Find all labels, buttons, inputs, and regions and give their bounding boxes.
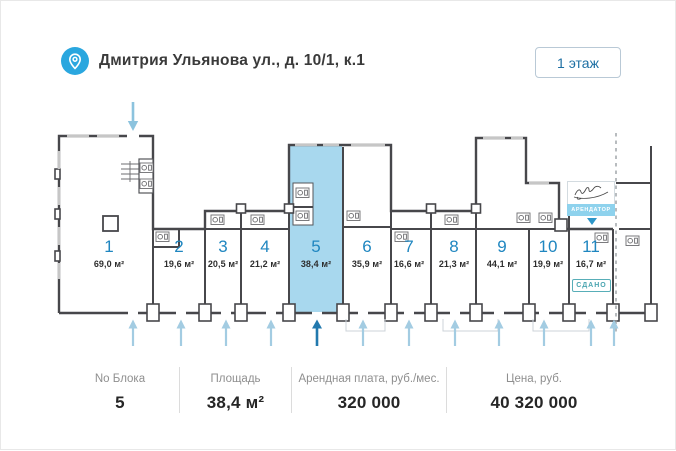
unit-6[interactable]: 6 35,9 м² xyxy=(351,237,383,269)
column xyxy=(102,215,119,232)
entrance-arrows-up xyxy=(128,319,619,346)
tenant-logo xyxy=(567,181,615,204)
header: Дмитрия Ульянова ул., д. 10/1, к.1 xyxy=(61,47,365,75)
floor-selector-button[interactable]: 1 этаж xyxy=(535,47,621,78)
unit-11[interactable]: 11 16,7 м² xyxy=(575,237,607,269)
entrance-arrow-down-icon xyxy=(127,102,139,131)
info-price: Цена, руб. 40 320 000 xyxy=(446,367,621,413)
info-rent: Арендная плата, руб./мес. 320 000 xyxy=(291,367,446,413)
windows xyxy=(57,134,549,279)
unit-4[interactable]: 4 21,2 м² xyxy=(249,237,281,269)
info-block-number: No Блока 5 xyxy=(94,373,146,412)
tenant-badge[interactable]: АРЕНДАТОР xyxy=(567,181,615,216)
selection-info-bar: No Блока 5 Площадь 38,4 м² Арендная плат… xyxy=(61,367,621,413)
unit-1[interactable]: 1 69,0 м² xyxy=(93,237,125,269)
unit-10[interactable]: 10 19,9 м² xyxy=(532,237,564,269)
unit-9[interactable]: 9 44,1 м² xyxy=(486,237,518,269)
tenant-badge-label: АРЕНДАТОР xyxy=(567,204,615,216)
tenant-arrow-down-icon xyxy=(587,218,597,225)
location-pin-icon xyxy=(61,47,89,75)
wc-icons xyxy=(139,162,640,246)
unit-2[interactable]: 2 19,6 м² xyxy=(163,237,195,269)
unit-8[interactable]: 8 21,3 м² xyxy=(438,237,470,269)
unit-7[interactable]: 7 16,6 м² xyxy=(393,237,425,269)
unit-5-selected[interactable]: 5 38,4 м² xyxy=(300,237,332,269)
unit-5-highlight xyxy=(290,146,342,312)
pilasters xyxy=(54,168,658,322)
info-area: Площадь 38,4 м² xyxy=(179,367,291,413)
entrance-brackets xyxy=(345,319,590,332)
page-title: Дмитрия Ульянова ул., д. 10/1, к.1 xyxy=(99,52,366,69)
stairs-icon xyxy=(121,161,139,182)
leased-status-badge: СДАНО xyxy=(572,279,611,292)
unit-3[interactable]: 3 20,5 м² xyxy=(207,237,239,269)
